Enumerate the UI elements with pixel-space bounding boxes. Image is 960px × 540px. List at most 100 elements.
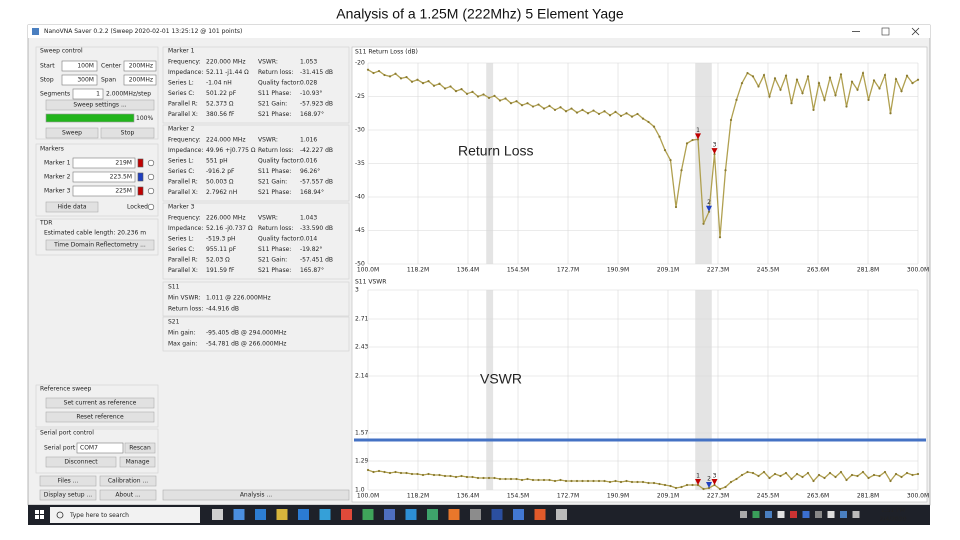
marker-label: Marker 1 [44,160,71,167]
label: 224.000 MHz [206,137,246,144]
input-value[interactable]: 200MHz [129,77,153,84]
data-point [806,75,810,78]
taskbar-icon[interactable] [405,509,417,520]
button[interactable] [39,489,97,501]
input-value[interactable]: 100M [77,63,94,70]
button-label[interactable]: Sweep settings ... [73,102,126,109]
input-value[interactable]: 300M [77,77,94,84]
button[interactable] [45,397,155,409]
button[interactable] [45,201,99,213]
input[interactable] [72,171,136,183]
button[interactable] [45,456,117,468]
input-value[interactable]: 225M [115,188,132,195]
label: 0.028 [300,80,317,87]
data-point [795,78,799,81]
label: 226.000 MHz [206,215,246,222]
label: 1.011 @ 226.000MHz [206,295,271,302]
data-point [850,80,854,83]
label: Stop [40,77,54,84]
button[interactable] [45,411,155,423]
button-label[interactable]: Reset reference [76,414,124,421]
taskbar-icon[interactable] [384,509,395,520]
taskbar-icon[interactable] [470,509,481,520]
label: 52.373 Ω [206,101,234,108]
button-label[interactable]: Display setup ... [44,492,93,499]
button-label[interactable]: Files ... [58,478,79,485]
button[interactable] [99,489,157,501]
data-point [592,479,595,483]
y-tick-label: 1.0 [355,487,365,494]
input[interactable] [61,60,98,72]
taskbar-icon[interactable] [255,509,266,520]
input[interactable] [72,157,136,169]
data-point [718,236,722,239]
group-box [35,428,159,474]
button-label[interactable]: Set current as reference [64,400,137,407]
taskbar-icon[interactable] [534,509,546,520]
data-point [834,475,837,479]
taskbar-icon[interactable] [448,509,460,520]
button-label[interactable]: Rescan [129,445,151,452]
button-label[interactable]: Sweep [62,130,82,137]
input[interactable] [123,74,157,86]
taskbar-icon[interactable] [341,509,352,520]
x-tick-label: 154.5M [507,493,529,500]
window-title: NanoVNA Saver 0.2.2 (Sweep 2020-02-01 13… [44,28,242,35]
taskbar-icon[interactable] [513,509,524,520]
button[interactable] [39,475,97,487]
input-value[interactable]: 200MHz [129,63,153,70]
input[interactable] [76,442,124,454]
button-label[interactable]: Manage [126,459,150,466]
search-placeholder[interactable]: Type here to search [69,512,129,519]
button-label[interactable]: Stop [121,130,135,137]
label: S21 Phase: [258,189,291,196]
tray-icon [765,511,772,518]
label: S21 Phase: [258,111,291,118]
data-point [443,474,447,478]
input-value[interactable]: 223.5M [110,174,132,181]
taskbar-icon[interactable] [362,509,374,520]
button-label[interactable]: About ... [115,492,140,499]
taskbar-icon[interactable] [491,509,503,520]
button[interactable] [45,127,99,139]
label: Center [101,63,122,70]
button[interactable] [45,239,155,251]
button[interactable] [100,127,155,139]
x-tick-label: 172.7M [557,267,579,274]
button-label[interactable]: Hide data [57,204,86,211]
button-label[interactable]: Disconnect [64,459,98,466]
data-point [894,472,898,476]
input-value[interactable]: 219M [115,160,132,167]
input[interactable] [72,185,136,197]
radio[interactable] [147,173,155,181]
data-point [372,71,375,75]
input-value[interactable]: COM7 [80,445,98,452]
radio[interactable] [147,187,155,195]
data-point [383,73,386,77]
data-point [460,474,463,478]
input[interactable] [123,60,157,72]
button[interactable] [162,489,350,501]
taskbar-icon[interactable] [319,509,331,520]
button[interactable] [124,442,156,454]
label: 49.96 +j0.775 Ω [206,147,256,154]
taskbar-icon[interactable] [212,509,223,520]
button[interactable] [119,456,156,468]
taskbar-icon[interactable] [427,509,438,520]
button-label[interactable]: Time Domain Reflectometry ... [53,242,146,249]
taskbar-icon[interactable] [298,509,309,520]
radio[interactable] [147,159,155,167]
data-point [421,82,425,85]
checkbox[interactable] [147,203,155,211]
button[interactable] [99,475,157,487]
taskbar-icon[interactable] [556,509,567,520]
taskbar-icon[interactable] [233,509,245,520]
start-icon[interactable] [35,510,44,519]
button-label[interactable]: Analysis ... [240,492,272,499]
taskbar-icon[interactable] [276,509,288,520]
input-value[interactable]: 1 [96,91,100,98]
button-label[interactable]: Calibration ... [108,478,148,485]
input[interactable] [72,88,104,100]
button[interactable] [45,99,155,111]
input[interactable] [61,74,98,86]
